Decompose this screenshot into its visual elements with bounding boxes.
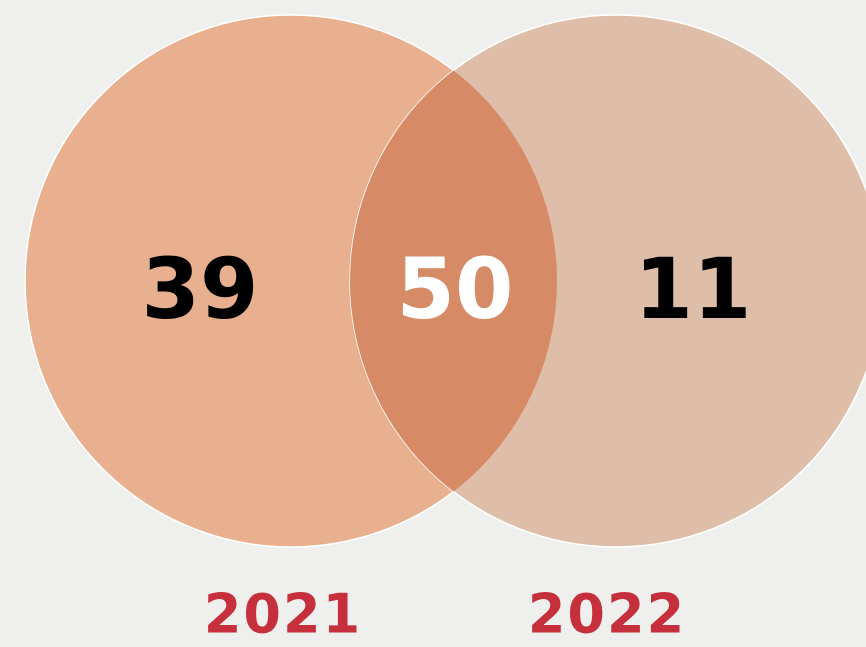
region-value: 39 [142, 240, 259, 338]
labels: 39 2021 11 2022 50 [142, 240, 752, 646]
intersection-value: 50 [397, 240, 514, 338]
circles [24, 14, 866, 548]
set-label: 2021 [204, 583, 362, 646]
region-value: 11 [635, 240, 752, 338]
set-label: 2022 [528, 583, 686, 646]
intersection-region [350, 15, 557, 547]
